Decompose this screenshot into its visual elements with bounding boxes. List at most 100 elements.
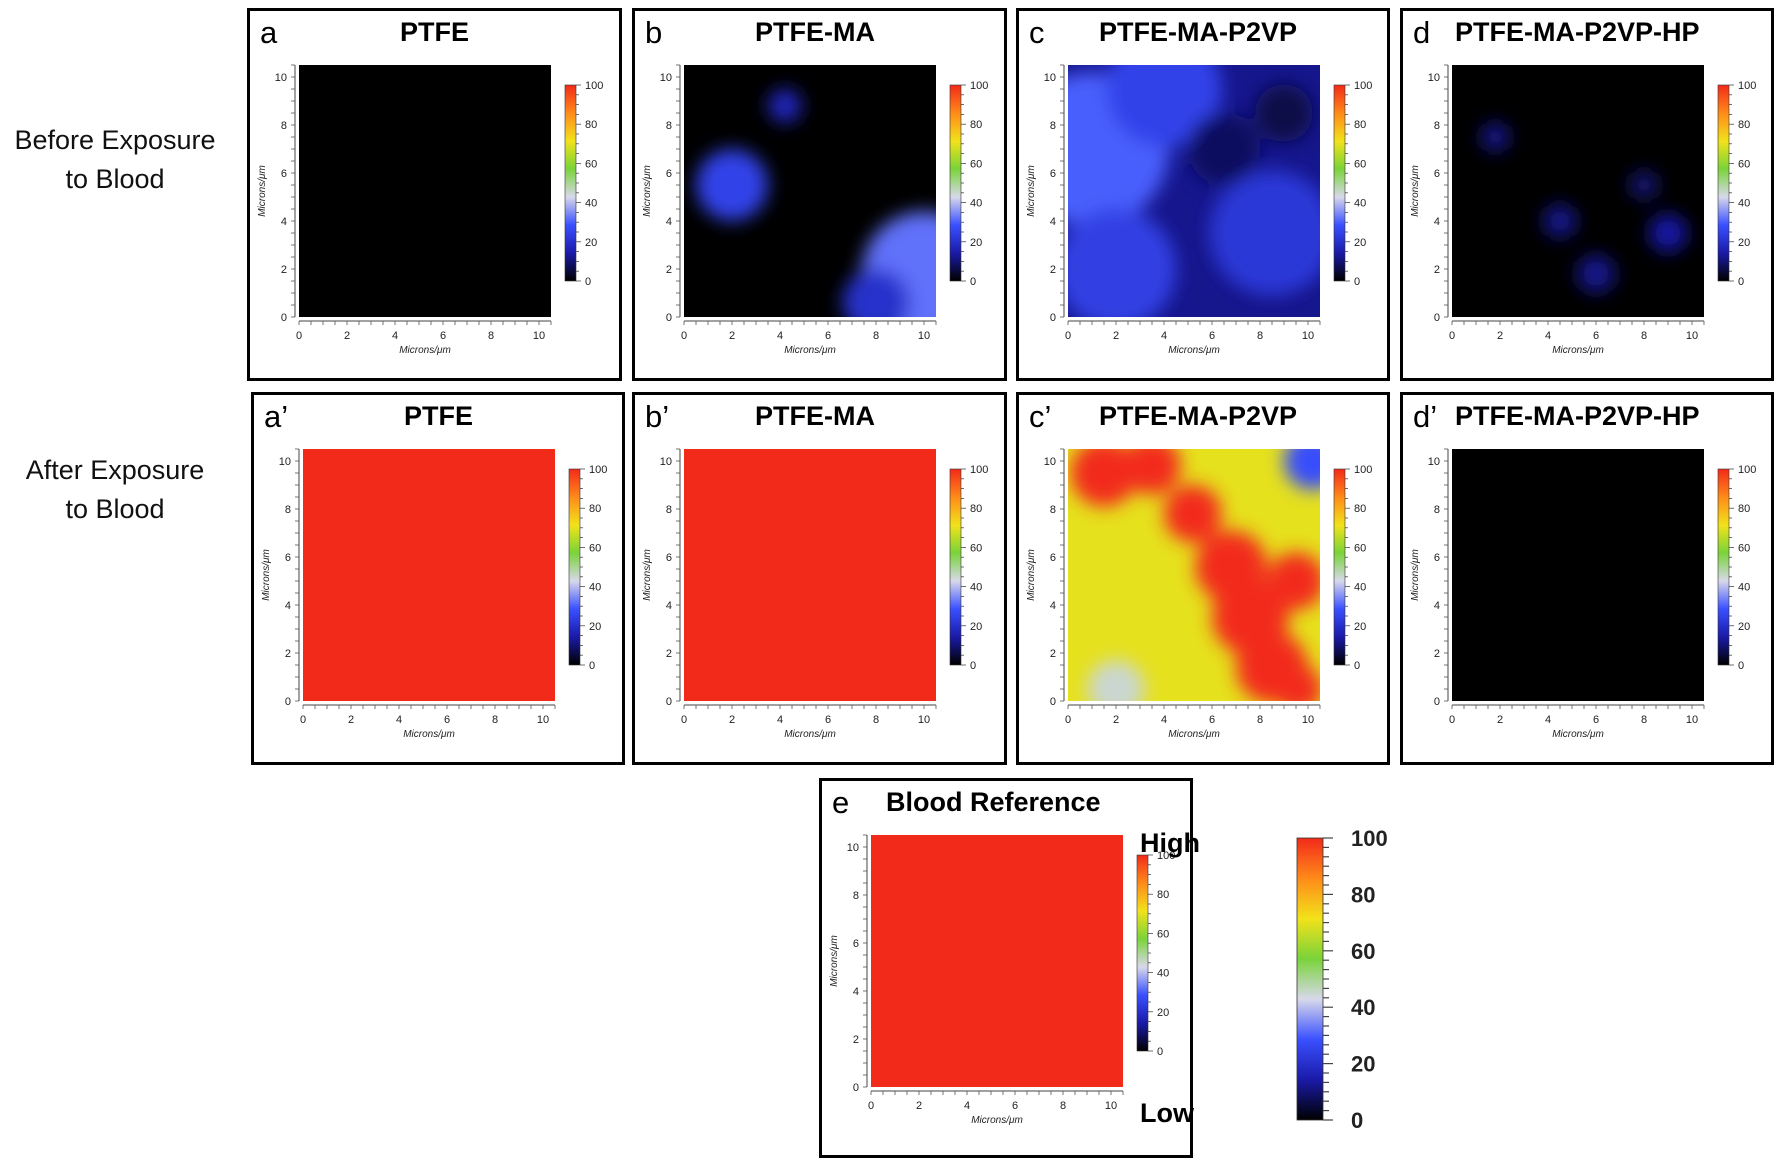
x-tick-label: 4 (1161, 714, 1167, 726)
x-axis-label: Microns/μm (1552, 729, 1604, 740)
x-tick-label: 8 (1257, 714, 1263, 726)
colorbar-tick-label: 100 (1738, 80, 1756, 92)
panel-letter: d’ (1413, 399, 1438, 434)
x-tick-label: 0 (1065, 714, 1071, 726)
heatmap-blob (1164, 485, 1222, 543)
colorbar-tick-label: 20 (585, 237, 597, 249)
x-tick-label: 10 (533, 330, 545, 342)
colorbar-tick-label: 20 (589, 621, 601, 633)
y-tick-label: 8 (666, 120, 672, 132)
panel-letter: b (645, 15, 663, 50)
heatmap-svg: 00224466881010Microns/μmMicrons/μm020406… (829, 834, 1175, 1126)
colorbar-tick-label: 60 (1354, 542, 1366, 554)
heatmap-background (1452, 449, 1704, 701)
colorbar-tick-label: 100 (970, 464, 988, 476)
x-tick-label: 6 (1209, 714, 1215, 726)
colorbar-tick-label: 60 (585, 158, 597, 170)
x-axis-label: Microns/μm (1552, 345, 1604, 356)
y-tick-label: 8 (853, 890, 859, 902)
heatmap-blob (1188, 113, 1260, 185)
colorbar-tick-label: 40 (970, 198, 982, 210)
panel-title: PTFE-MA-P2VP (1099, 401, 1298, 431)
x-tick-label: 2 (729, 330, 735, 342)
heatmap-panel-c2: c’ PTFE-MA-P2VP 0 0 2 2 4 4 6 6 8 8 10 10 Microns/μm Mi… (1016, 392, 1390, 765)
y-tick-label: 8 (1434, 504, 1440, 516)
x-tick-label: 10 (1686, 714, 1698, 726)
y-tick-label: 6 (285, 552, 291, 564)
colorbar-tick-label: 0 (585, 276, 591, 288)
colorbar-tick-label: 40 (1157, 968, 1169, 980)
panel-letter: b’ (645, 399, 670, 434)
heatmap-blob (1123, 449, 1181, 495)
heatmap-panel-e: e Blood Reference 0 0 2 2 4 4 6 6 8 8 10 10 Microns/μm… (819, 778, 1193, 1158)
heatmap-svg: 00224466881010Microns/μmMicrons/μm020406… (642, 448, 988, 740)
colorbar-tick-label: 80 (1354, 119, 1366, 131)
row-label-before: Before Exposure to Blood (0, 121, 230, 199)
y-tick-label: 0 (1434, 312, 1440, 324)
y-tick-label: 2 (1434, 264, 1440, 276)
y-axis-label: Microns/μm (829, 935, 840, 987)
y-tick-label: 4 (1434, 600, 1440, 612)
heatmap-panel-c: c PTFE-MA-P2VP 0 0 2 2 4 4 6 6 8 8 10 10 Microns/μm Mic… (1016, 8, 1390, 381)
colorbar (1333, 468, 1346, 666)
colorbar-tick-label: 20 (1738, 621, 1750, 633)
x-axis-label: Microns/μm (784, 729, 836, 740)
y-tick-label: 2 (666, 648, 672, 660)
y-tick-label: 8 (285, 504, 291, 516)
colorbar-tick-label: 0 (1354, 276, 1360, 288)
colorbar (949, 84, 962, 282)
x-tick-label: 4 (964, 1100, 970, 1112)
colorbar-tick-label: 100 (1354, 464, 1372, 476)
x-tick-label: 4 (1545, 330, 1551, 342)
y-tick-label: 2 (1050, 264, 1056, 276)
y-tick-label: 2 (1050, 648, 1056, 660)
x-axis-label: Microns/μm (784, 345, 836, 356)
panel-title: PTFE (400, 17, 470, 47)
y-axis-label: Microns/μm (1410, 165, 1421, 217)
y-tick-label: 4 (853, 986, 859, 998)
colorbar-tick-label: 100 (1157, 850, 1175, 862)
y-tick-label: 8 (281, 120, 287, 132)
colorbar-tick-label: 100 (589, 464, 607, 476)
x-tick-label: 8 (873, 714, 879, 726)
colorbar-tick-label: 0 (1738, 660, 1744, 672)
colorbar-tick-label: 20 (1354, 237, 1366, 249)
legend-tick-label: 60 (1351, 939, 1375, 964)
heatmap-svg: 00224466881010Microns/μmMicrons/μm020406… (257, 64, 603, 356)
x-tick-label: 10 (1302, 330, 1314, 342)
x-tick-label: 6 (825, 714, 831, 726)
x-tick-label: 10 (537, 714, 549, 726)
y-tick-label: 6 (1050, 168, 1056, 180)
colorbar (949, 468, 962, 666)
panel-title: PTFE (404, 401, 474, 431)
y-tick-label: 4 (666, 216, 672, 228)
heatmap-panel-b2: b’ PTFE-MA 0 0 2 2 4 4 6 6 8 8 10 10 Microns/μm Microns… (632, 392, 1007, 765)
y-tick-label: 0 (1050, 312, 1056, 324)
colorbar-tick-label: 80 (1738, 503, 1750, 515)
x-tick-label: 0 (868, 1100, 874, 1112)
colorbar-tick-label: 40 (1354, 582, 1366, 594)
panel-letter: c’ (1029, 399, 1052, 434)
x-tick-label: 10 (1302, 714, 1314, 726)
x-tick-label: 2 (1113, 330, 1119, 342)
legend-tick-label: 40 (1351, 995, 1375, 1020)
y-tick-label: 0 (853, 1082, 859, 1094)
y-tick-label: 2 (285, 648, 291, 660)
panel-title: PTFE-MA (755, 401, 875, 431)
colorbar-tick-label: 100 (585, 80, 603, 92)
y-tick-label: 4 (285, 600, 291, 612)
legend-tick-label: 0 (1351, 1108, 1363, 1133)
heatmap-blob (1267, 552, 1320, 610)
colorbar-tick-label: 80 (970, 119, 982, 131)
y-tick-label: 2 (281, 264, 287, 276)
y-tick-label: 2 (1434, 648, 1440, 660)
colorbar-tick-label: 40 (1738, 198, 1750, 210)
heatmap-panel-d: d PTFE-MA-P2VP-HP 0 0 2 2 4 4 6 6 8 8 10 10 Microns/μm… (1400, 8, 1774, 381)
panel-title: PTFE-MA (755, 17, 875, 47)
heatmap-panel-a: a PTFE 0 0 2 2 4 4 6 6 8 8 10 10 Microns/μm Microns/μm 0… (247, 8, 622, 381)
x-tick-label: 8 (1060, 1100, 1066, 1112)
y-tick-label: 6 (1434, 552, 1440, 564)
y-tick-label: 2 (666, 264, 672, 276)
x-tick-label: 6 (444, 714, 450, 726)
heatmap-blob (842, 269, 910, 317)
